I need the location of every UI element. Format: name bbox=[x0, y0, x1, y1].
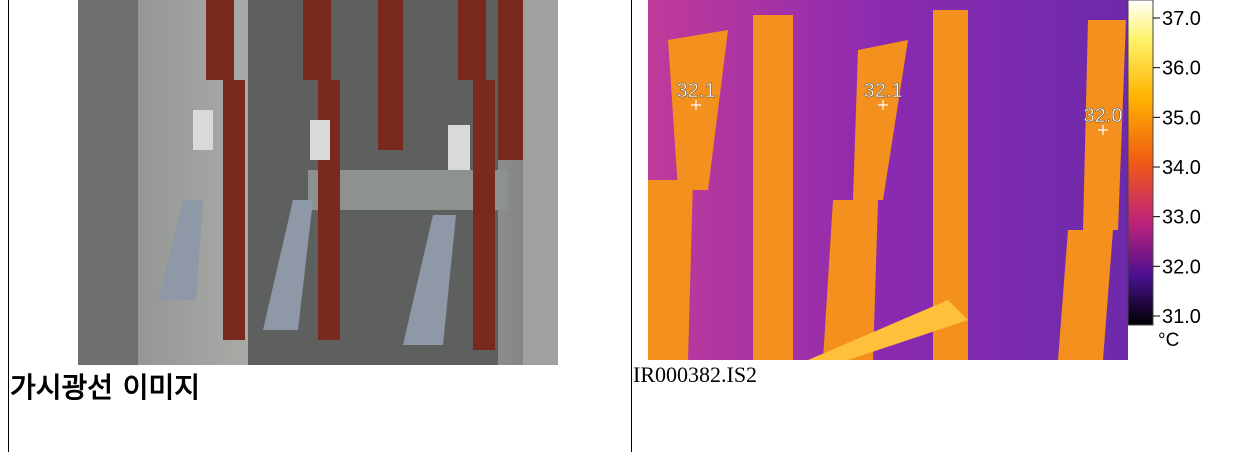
scale-label: 34.0 bbox=[1162, 157, 1201, 179]
page: 32.1 32.1 32.0 37.0 36.0 35.0 34.0 33.0 32.0 31.… bbox=[0, 0, 1252, 452]
caption: IR000382.IS2 bbox=[633, 362, 757, 388]
scale-label: 33.0 bbox=[1162, 207, 1201, 229]
thermal-image: 32.1 32.1 32.0 37.0 36.0 35.0 34.0 33.0 32.0 31.… bbox=[648, 0, 1252, 365]
caption: 가시광선 이미지 bbox=[10, 366, 200, 406]
scale-label: 36.0 bbox=[1162, 58, 1201, 80]
scale-label: 37.0 bbox=[1162, 8, 1201, 30]
visible-photo bbox=[78, 0, 558, 365]
table-border bbox=[8, 0, 9, 452]
scale-label: 32.0 bbox=[1162, 256, 1201, 278]
table-border bbox=[631, 0, 632, 452]
marker-label: 32.1 bbox=[677, 80, 716, 102]
scale-label: 31.0 bbox=[1162, 306, 1201, 328]
scale-label: 35.0 bbox=[1162, 107, 1201, 129]
marker-label: 32.1 bbox=[864, 80, 903, 102]
marker-label: 32.0 bbox=[1084, 105, 1123, 127]
scale-unit: °C bbox=[1158, 330, 1179, 351]
